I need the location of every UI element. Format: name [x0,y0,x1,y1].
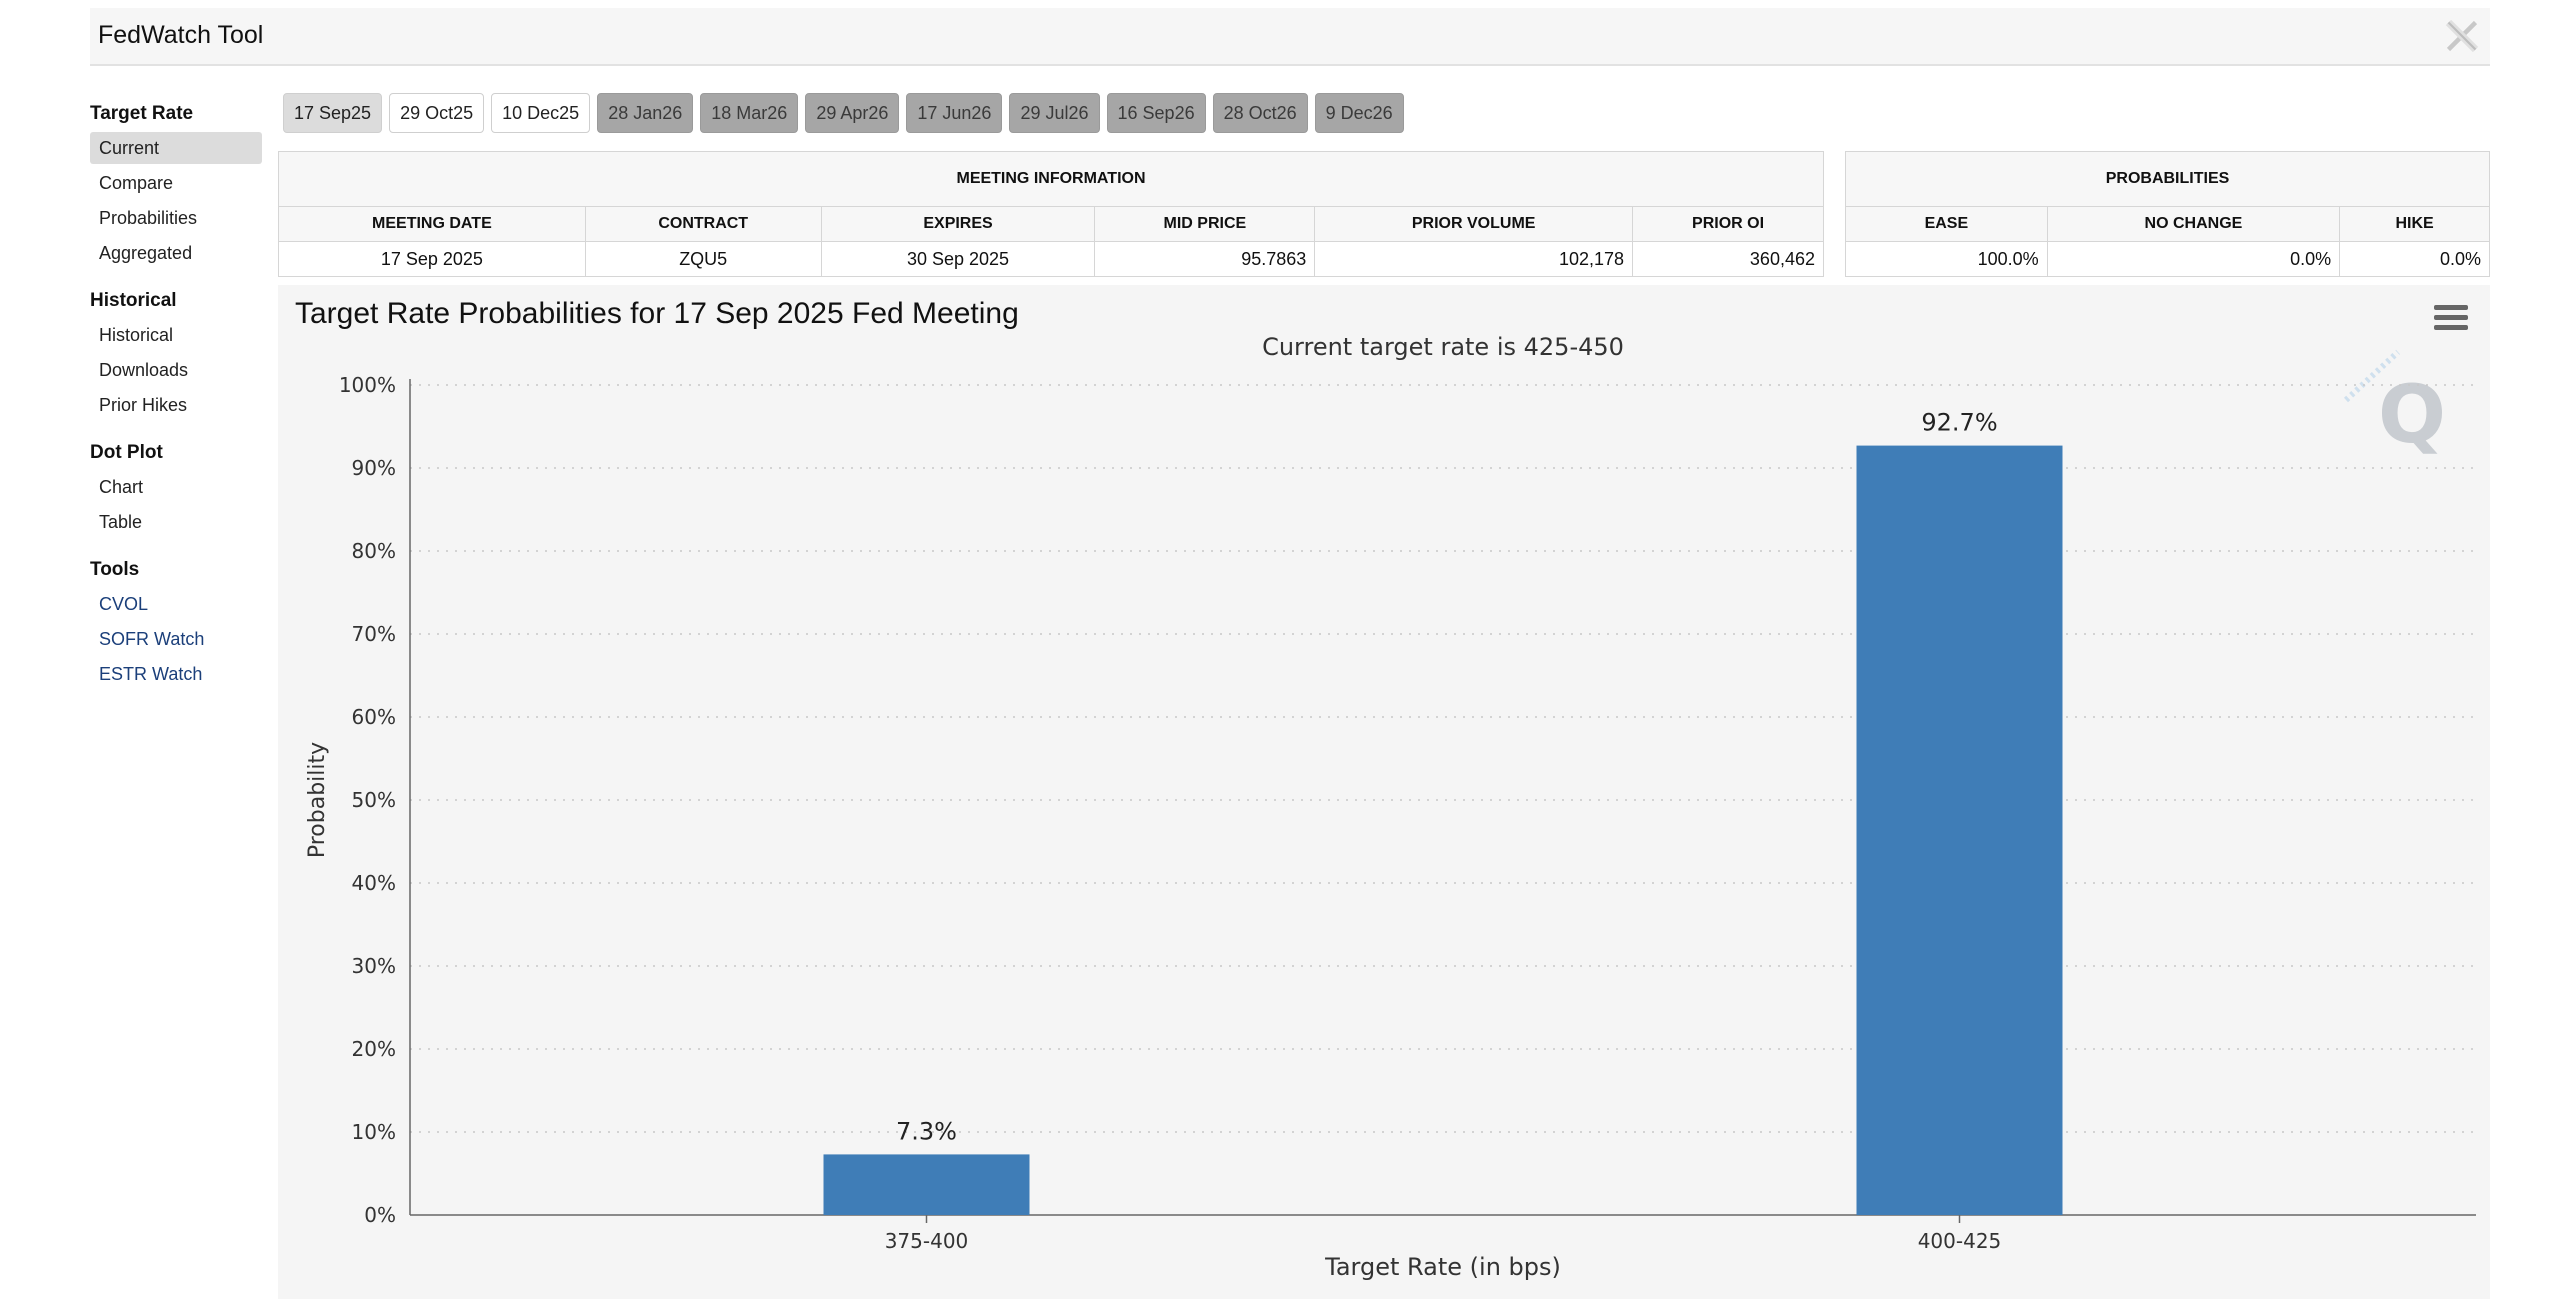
tab-29-oct25[interactable]: 29 Oct25 [389,93,485,133]
mid-price-cell: 95.7863 [1094,241,1316,277]
data-label: 92.7% [1921,409,1997,437]
bar-400-425 [1856,445,2063,1216]
tab-16-sep26[interactable]: 16 Sep26 [1106,93,1206,133]
y-tick-label: 10% [352,1120,396,1144]
meeting-info-heading: MEETING INFORMATION [278,151,1824,207]
meeting-tabs: 17 Sep25 29 Oct25 10 Dec25 28 Jan26 18 M… [283,93,1404,135]
tab-28-jan26[interactable]: 28 Jan26 [597,93,694,133]
sidebar-item-downloads[interactable]: Downloads [99,360,189,380]
tab-29-apr26[interactable]: 29 Apr26 [805,93,900,133]
sidebar-section-title: Dot Plot [90,442,163,463]
column-header: EXPIRES [820,206,1096,242]
y-tick-label: 100% [339,373,396,397]
y-tick-label: 0% [364,1203,396,1227]
probabilities-table: PROBABILITIES EASE NO CHANGE HIKE 100.0%… [1845,151,2490,277]
sidebar-item-historical[interactable]: Historical [99,325,174,345]
x-logo-icon[interactable] [2444,18,2480,54]
sidebar-section-title: Historical [90,290,177,311]
hamburger-menu-icon[interactable] [2434,305,2468,333]
sidebar-section-title: Target Rate [90,103,194,124]
tab-18-mar26[interactable]: 18 Mar26 [700,93,799,133]
sidebar-group-target-rate: Target Rate Current Compare Probabilitie… [90,96,262,269]
hike-cell: 0.0% [2339,241,2490,277]
y-tick-label: 70% [352,622,396,646]
tab-29-jul26[interactable]: 29 Jul26 [1009,93,1100,133]
prior-volume-cell: 102,178 [1314,241,1634,277]
chart-subtitle: Current target rate is 425-450 [1262,333,1624,361]
y-tick-label: 60% [352,705,396,729]
sidebar-item-aggregated[interactable]: Aggregated [99,243,193,263]
top-bar: FedWatch Tool [90,8,2490,66]
sidebar-item-estr-watch[interactable]: ESTR Watch [99,664,203,684]
column-header: NO CHANGE [2046,206,2341,242]
bar-chart: Q Current target rate is 425-450 0% 10% 20%… [305,333,2476,1281]
x-axis-title: Target Rate (in bps) [1324,1253,1561,1281]
column-header: EASE [1845,206,2048,242]
column-header: HIKE [2339,206,2490,242]
tab-9-dec26[interactable]: 9 Dec26 [1314,93,1404,133]
sidebar-item-sofr-watch[interactable]: SOFR Watch [99,629,205,649]
sidebar-item-chart[interactable]: Chart [99,477,144,497]
tab-28-oct26[interactable]: 28 Oct26 [1212,93,1308,133]
y-tick-label: 80% [352,539,396,563]
sidebar-group-dot-plot: Dot Plot Chart Table [90,435,262,538]
sidebar-item-probabilities[interactable]: Probabilities [99,208,198,228]
meeting-date-cell: 17 Sep 2025 [278,241,586,277]
expires-cell: 30 Sep 2025 [820,241,1096,277]
x-tick-label: 400-425 [1918,1229,2002,1253]
column-header: MEETING DATE [278,206,586,242]
contract-cell: ZQU5 [584,241,822,277]
svg-text:Q: Q [2378,368,2446,461]
sidebar-item-table[interactable]: Table [99,512,143,532]
y-tick-label: 90% [352,456,396,480]
y-tick-label: 20% [352,1037,396,1061]
chart-title: Target Rate Probabilities for 17 Sep 202… [295,297,1019,330]
sidebar-item-cvol[interactable]: CVOL [99,594,149,614]
x-tick-label: 375-400 [885,1229,969,1253]
prior-oi-cell: 360,462 [1632,241,1824,277]
sidebar-item-compare[interactable]: Compare [99,173,174,193]
sidebar-group-tools: Tools CVOL SOFR Watch ESTR Watch [90,552,262,690]
sidebar-section-title: Tools [90,559,140,580]
tab-17-sep25[interactable]: 17 Sep25 [283,93,383,133]
y-tick-label: 40% [352,871,396,895]
bar-375-400 [823,1154,1030,1215]
sidebar-group-historical: Historical Historical Downloads Prior Hi… [90,283,262,421]
sidebar-item-prior-hikes[interactable]: Prior Hikes [99,395,188,415]
app-title: FedWatch Tool [98,21,264,49]
sidebar-item-current[interactable]: Current [90,132,262,164]
y-axis-title: Probability [305,742,330,858]
tab-10-dec25[interactable]: 10 Dec25 [491,93,591,133]
y-tick-label: 30% [352,954,396,978]
probabilities-heading: PROBABILITIES [1845,151,2490,207]
column-header: CONTRACT [584,206,822,242]
data-label: 7.3% [896,1117,957,1145]
chart-panel: Target Rate Probabilities for 17 Sep 202… [278,285,2490,1299]
meeting-info-table: MEETING INFORMATION MEETING DATE CONTRAC… [278,151,1824,277]
no-change-cell: 0.0% [2046,241,2341,277]
column-header: MID PRICE [1094,206,1316,242]
column-header: PRIOR OI [1632,206,1824,242]
tab-17-jun26[interactable]: 17 Jun26 [906,93,1003,133]
column-header: PRIOR VOLUME [1314,206,1634,242]
ease-cell: 100.0% [1845,241,2048,277]
q-logo-icon: Q [2343,349,2446,461]
sidebar: Target Rate Current Compare Probabilitie… [90,96,262,704]
y-tick-label: 50% [352,788,396,812]
